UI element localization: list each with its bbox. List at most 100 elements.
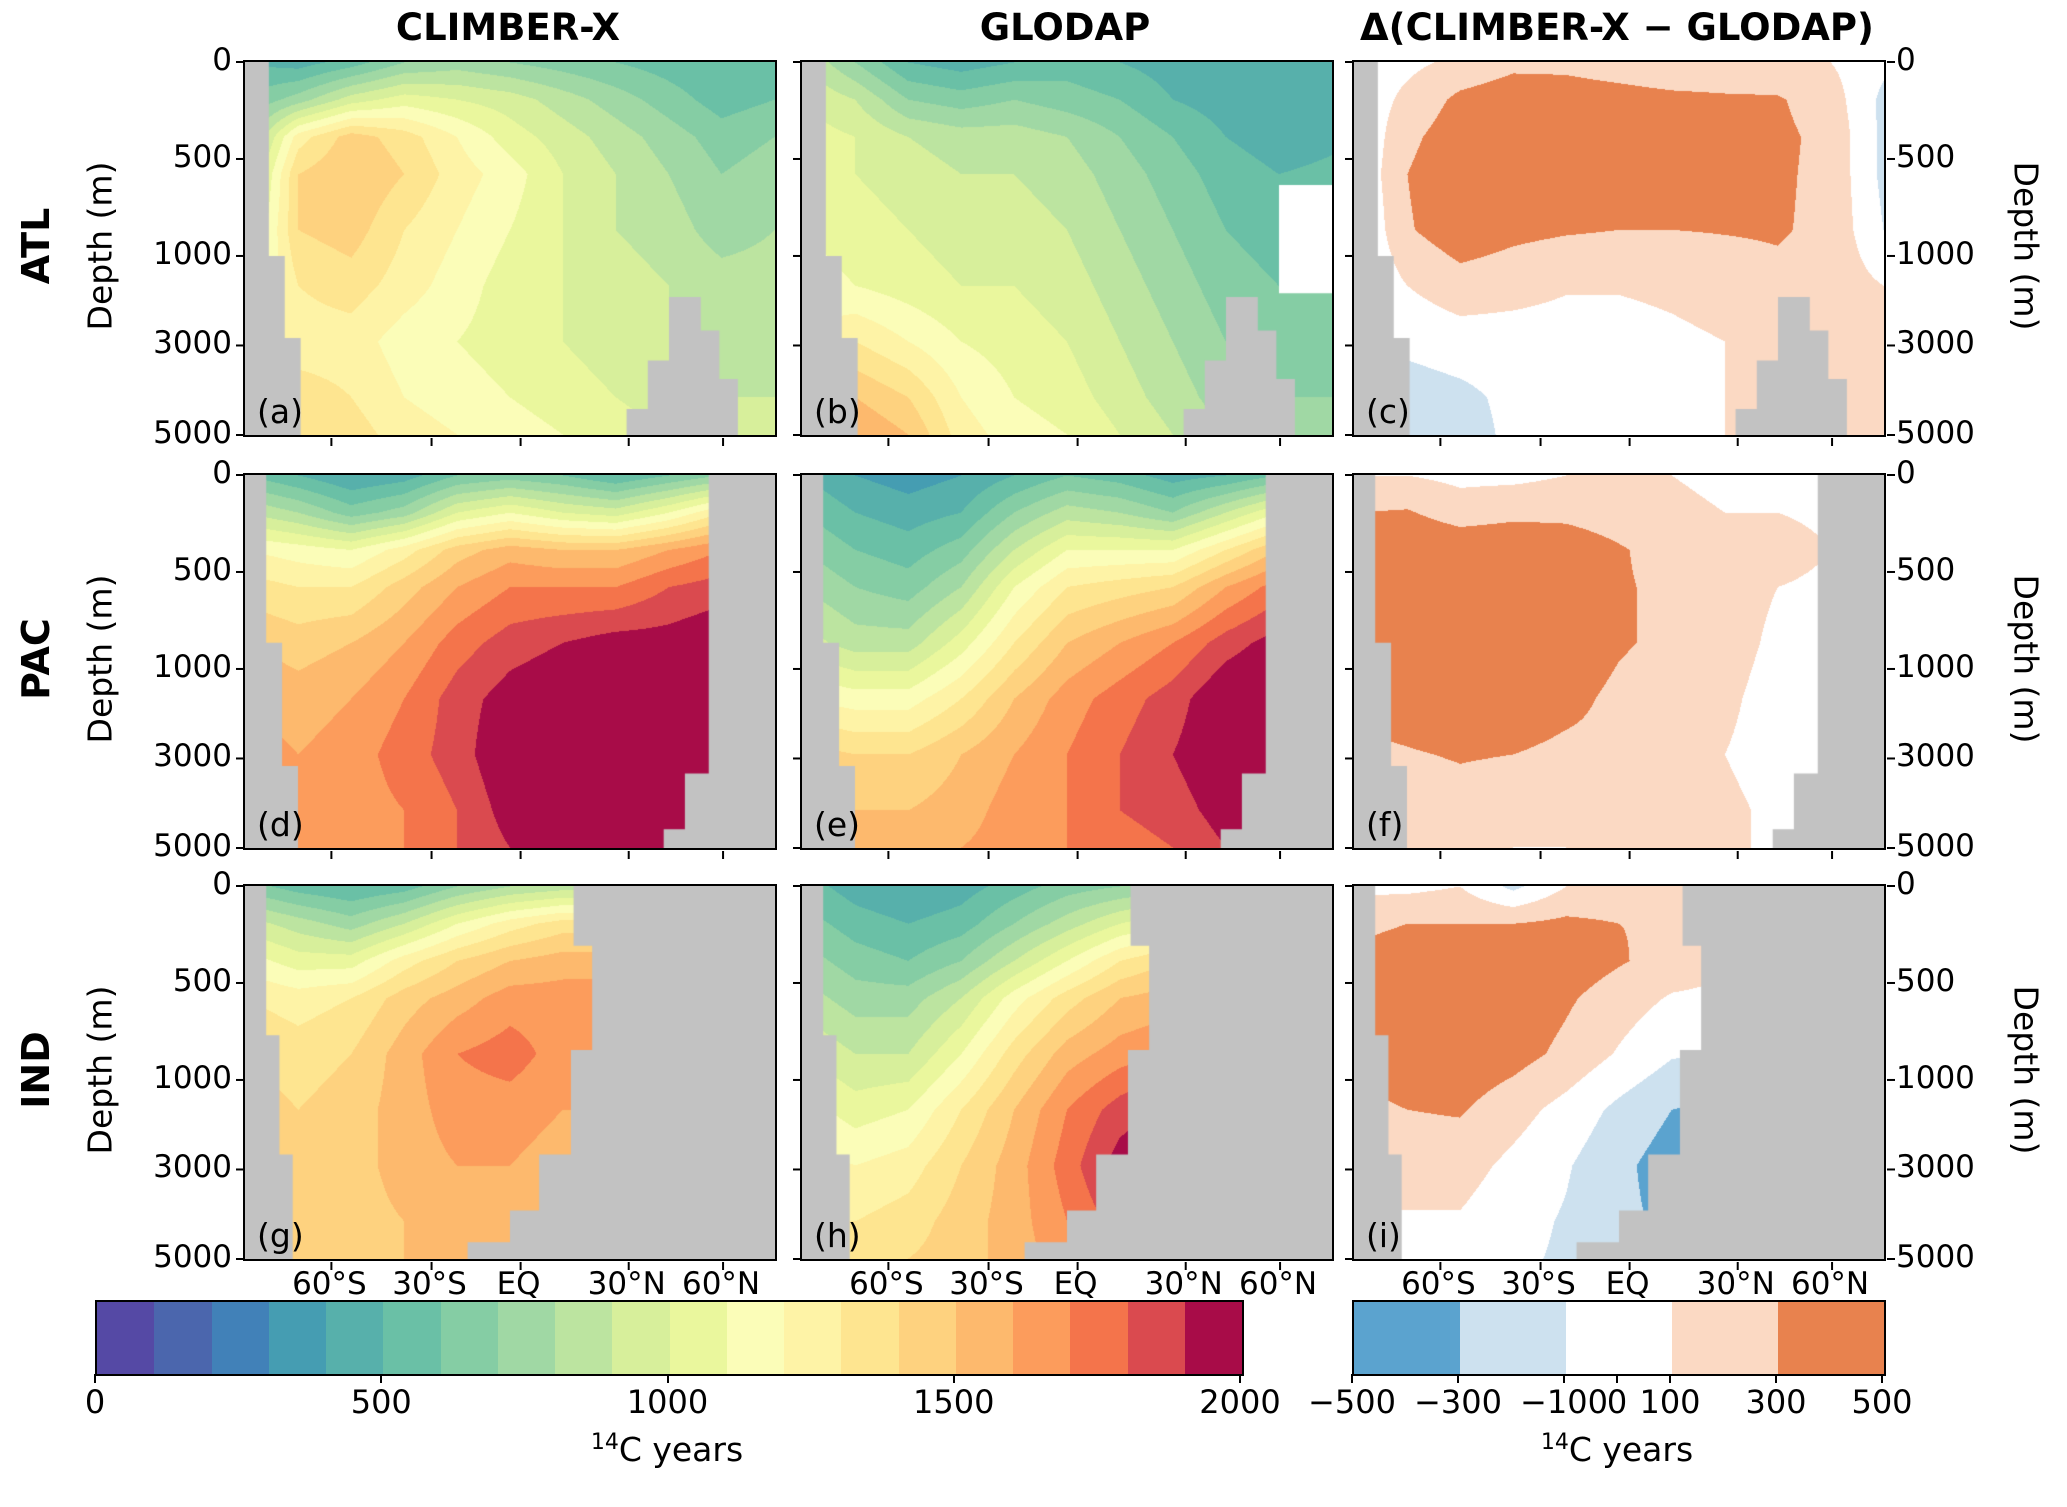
colorbar-diff-tick-label: 100 [1639,1383,1701,1421]
row-label-atl: ATL [14,207,58,285]
latitude-tick-label: EQ [496,1266,541,1302]
colorbar-segment [955,1302,1013,1374]
latitude-tick-label: 30°N [1696,1266,1775,1302]
colorbar-diff-tick-label: −500 [1308,1383,1396,1421]
depth-tick-label-left: 1000 [153,648,232,685]
colorbar-segment [1184,1302,1242,1374]
colorbar-segment [1354,1302,1460,1374]
depth-tick-label-left: 500 [172,962,232,999]
latitude-tick-label: EQ [1053,1266,1098,1302]
depth-tick-label-left: 3000 [153,1149,232,1186]
colorbar-diff-label-text: C years [1568,1430,1694,1469]
colorbar-segment [669,1302,727,1374]
latitude-tick-label: 60°N [681,1266,761,1302]
colorbar-abs-tick [666,1374,669,1383]
colorbar-segment [154,1302,212,1374]
colorbar-abs-label-text: C years [618,1430,744,1469]
depth-tick-label-left: 1000 [153,1059,232,1096]
depth-axis-label-left-ind: Depth (m) [80,985,120,1155]
colorbar-segment [97,1302,155,1374]
depth-tick-label-left: 0 [212,455,232,491]
panel-letter-h: (h) [814,1216,861,1255]
depth-axis-label-right-pac: Depth (m) [2006,574,2046,744]
colorbar-segment [211,1302,269,1374]
colorbar-abs-tick-label: 1000 [626,1383,709,1421]
colorbar-abs-label-sup: 14 [590,1430,619,1455]
depth-tick-label-right: 500 [1896,962,1956,999]
colorbar-segment [1778,1302,1884,1374]
depth-tick-label-left: 0 [212,866,232,902]
depth-tick-label-right: 1000 [1896,1059,1975,1096]
colorbar-diff-tick-label: −100 [1520,1383,1608,1421]
panel-letter-a: (a) [257,392,303,431]
depth-tick-label-left: 3000 [153,325,232,362]
heatmap-e [802,475,1332,848]
colorbar-segment [612,1302,670,1374]
colorbar-abs-tick-label: 0 [84,1383,106,1421]
colorbar-diff-tick [1881,1374,1883,1383]
heatmap-d [245,475,775,848]
latitude-tick-label: 30°S [1501,1266,1576,1302]
colorbar-segment [1672,1302,1778,1374]
latitude-tick-label: 60°S [849,1266,924,1302]
depth-tick-label-right: 500 [1896,551,1956,588]
colorbar-segment [383,1302,441,1374]
depth-axis-label-left-pac: Depth (m) [80,574,120,744]
column-title-climberx: CLIMBER-X [395,6,621,49]
depth-tick-label-right: 5000 [1896,415,1975,451]
depth-tick-label-left: 5000 [153,828,232,864]
depth-tick-label-left: 0 [212,42,232,78]
depth-tick-label-right: 0 [1896,455,1916,491]
depth-tick-label-right: 1000 [1896,235,1975,272]
depth-axis-label-right-ind: Depth (m) [2006,985,2046,1155]
depth-tick-label-right: 5000 [1896,828,1975,864]
colorbar-segment [1070,1302,1128,1374]
colorbar-segment [555,1302,613,1374]
depth-tick-label-left: 500 [172,551,232,588]
colorbar-segment [440,1302,498,1374]
colorbar-abs-tick-label: 1500 [913,1383,995,1421]
depth-axis-label-right-atl: Depth (m) [2006,161,2046,331]
panel-letter-i: (i) [1366,1216,1401,1255]
colorbar-segment [898,1302,956,1374]
colorbar-14c-age [95,1300,1244,1376]
colorbar-diff-tick-label: −300 [1414,1383,1502,1421]
panel-h-ind-glodap: (h) [793,884,1334,1270]
colorbar-abs-tick-label: 2000 [1199,1383,1281,1421]
panel-letter-d: (d) [257,805,304,844]
colorbar-segment [726,1302,784,1374]
colorbar-segment [497,1302,555,1374]
colorbar-abs-tick [94,1374,96,1383]
colorbar-abs-tick [952,1374,955,1383]
colorbar-segment [268,1302,326,1374]
colorbar-diff-tick [1351,1374,1353,1383]
panel-d-pac-climberx: (d) [236,473,777,859]
panel-letter-g: (g) [257,1216,304,1255]
colorbar-segment [1013,1302,1071,1374]
heatmap-b [802,62,1332,435]
latitude-tick-label: EQ [1605,1266,1650,1302]
latitude-tick-label: 60°N [1238,1266,1318,1302]
latitude-tick-label: 30°S [949,1266,1024,1302]
depth-tick-label-right: 5000 [1896,1239,1975,1275]
colorbar-segment [1566,1302,1672,1374]
panel-f-pac-diff: (f) [1345,473,1895,859]
colorbar-segment [841,1302,899,1374]
depth-axis-label-left-atl: Depth (m) [80,161,120,331]
depth-tick-label-right: 3000 [1896,325,1975,362]
panel-a-atl-climberx: (a) [236,60,777,446]
colorbar-diff-tick [1775,1374,1777,1383]
colorbar-diff-tick [1616,1374,1618,1383]
panel-letter-c: (c) [1366,392,1410,431]
heatmap-g [245,886,775,1259]
depth-tick-label-left: 5000 [153,1239,232,1275]
depth-tick-label-left: 500 [172,138,232,175]
column-title-difference: Δ(CLIMBER-X − GLODAP) [1360,6,1874,49]
latitude-tick-label: 30°S [392,1266,467,1302]
heatmap-i [1354,886,1884,1259]
colorbar-diff-tick [1669,1374,1671,1383]
colorbar-abs-label: 14C years [591,1430,743,1469]
heatmap-c [1354,62,1884,435]
panel-c-atl-diff: (c) [1345,60,1895,446]
